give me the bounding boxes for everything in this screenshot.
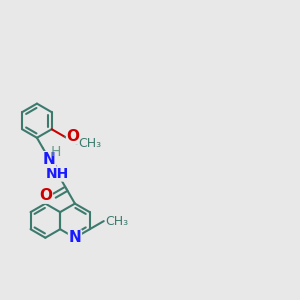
- Text: H: H: [50, 145, 61, 159]
- Text: O: O: [66, 129, 79, 144]
- Text: O: O: [39, 188, 52, 203]
- Text: CH₃: CH₃: [78, 137, 101, 150]
- Text: NH: NH: [46, 167, 70, 181]
- Text: N: N: [43, 152, 56, 167]
- Text: CH₃: CH₃: [105, 214, 128, 228]
- Text: N: N: [68, 230, 81, 245]
